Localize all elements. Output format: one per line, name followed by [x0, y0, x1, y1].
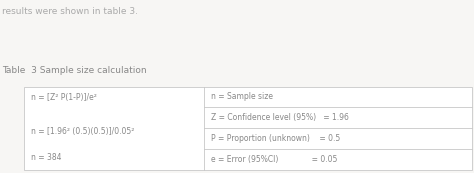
Text: Z = Confidence level (95%)   = 1.96: Z = Confidence level (95%) = 1.96 — [211, 113, 349, 122]
Text: n = Sample size: n = Sample size — [211, 92, 273, 101]
Text: e = Error (95%CI)              = 0.05: e = Error (95%CI) = 0.05 — [211, 155, 337, 164]
Text: n = [Z² P(1-P)]/e²: n = [Z² P(1-P)]/e² — [31, 93, 97, 102]
Text: Table  3 Sample size calculation: Table 3 Sample size calculation — [2, 66, 147, 75]
Text: results were shown in table 3.: results were shown in table 3. — [2, 7, 138, 16]
FancyBboxPatch shape — [24, 86, 472, 170]
Text: n = 384: n = 384 — [31, 153, 61, 162]
Text: n = [1.96² (0.5)(0.5)]/0.05²: n = [1.96² (0.5)(0.5)]/0.05² — [31, 127, 134, 136]
Text: P = Proportion (unknown)    = 0.5: P = Proportion (unknown) = 0.5 — [211, 134, 340, 143]
